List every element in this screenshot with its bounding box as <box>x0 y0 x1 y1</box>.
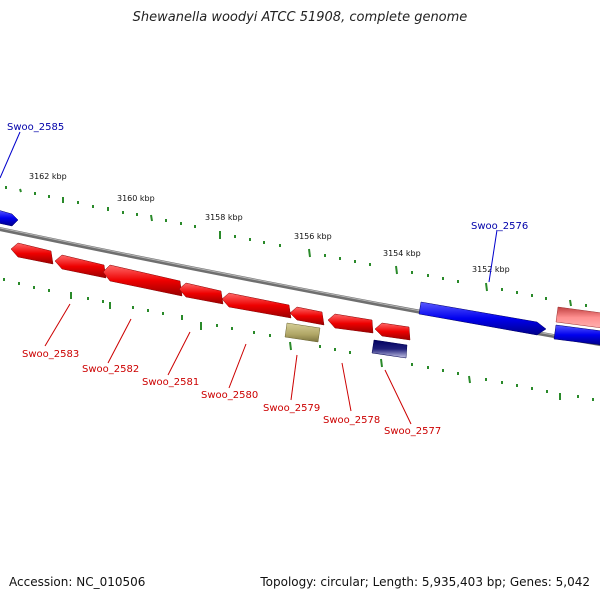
scale-label-3158: 3158 kbp <box>205 213 243 222</box>
gene-label-swoo-2581[interactable]: Swoo_2581 <box>142 377 199 388</box>
gene-label-swoo-2577[interactable]: Swoo_2577 <box>384 426 441 437</box>
gene-swoo-2576-arrow[interactable] <box>418 301 547 336</box>
gene-swoo-2583-arrow[interactable] <box>10 242 54 265</box>
label-leader-lines <box>0 131 498 425</box>
genome-summary-text: Topology: circular; Length: 5,935,403 bp… <box>260 575 590 589</box>
gene-pink-feature[interactable] <box>555 306 600 328</box>
gene-label-swoo-2583[interactable]: Swoo_2583 <box>22 349 79 360</box>
gene-label-swoo-2579[interactable]: Swoo_2579 <box>263 403 320 414</box>
gene-swoo-2582-arrow[interactable] <box>54 254 107 279</box>
scale-label-3156: 3156 kbp <box>294 232 332 241</box>
accession-text: Accession: NC_010506 <box>9 575 146 589</box>
outer-tick-ring <box>5 186 587 307</box>
gene-label-swoo-2585[interactable]: Swoo_2585 <box>7 122 64 133</box>
reverse-strand-features <box>10 242 411 359</box>
gene-swoo-2578-arrow[interactable] <box>327 313 374 334</box>
gene-swoo-2581-arrow[interactable] <box>102 264 183 297</box>
gene-blue-right-arrow[interactable] <box>553 324 600 346</box>
gene-swoo-2580-arrow[interactable] <box>178 282 224 305</box>
gene-swoo-2578a-arrow[interactable] <box>289 306 325 326</box>
gene-swoo-2577-arrow[interactable] <box>374 322 411 341</box>
gene-label-swoo-2578[interactable]: Swoo_2578 <box>323 415 380 426</box>
gene-swoo-2579-arrow[interactable] <box>221 292 292 319</box>
scale-label-3162: 3162 kbp <box>29 172 67 181</box>
gene-label-swoo-2582[interactable]: Swoo_2582 <box>82 364 139 375</box>
pseudogene-swoo-2579[interactable] <box>284 322 321 343</box>
rna-swoo-2577[interactable] <box>371 339 408 359</box>
forward-strand-features <box>0 210 600 346</box>
scale-label-3154: 3154 kbp <box>383 249 421 258</box>
genome-title: Shewanella woodyi ATCC 51908, complete g… <box>132 10 468 25</box>
gene-swoo-2585-arrow[interactable] <box>0 210 19 227</box>
gene-label-swoo-2580[interactable]: Swoo_2580 <box>201 390 258 401</box>
gene-label-swoo-2576[interactable]: Swoo_2576 <box>471 221 528 232</box>
scale-label-3160: 3160 kbp <box>117 194 155 203</box>
inner-tick-ring <box>3 278 594 401</box>
